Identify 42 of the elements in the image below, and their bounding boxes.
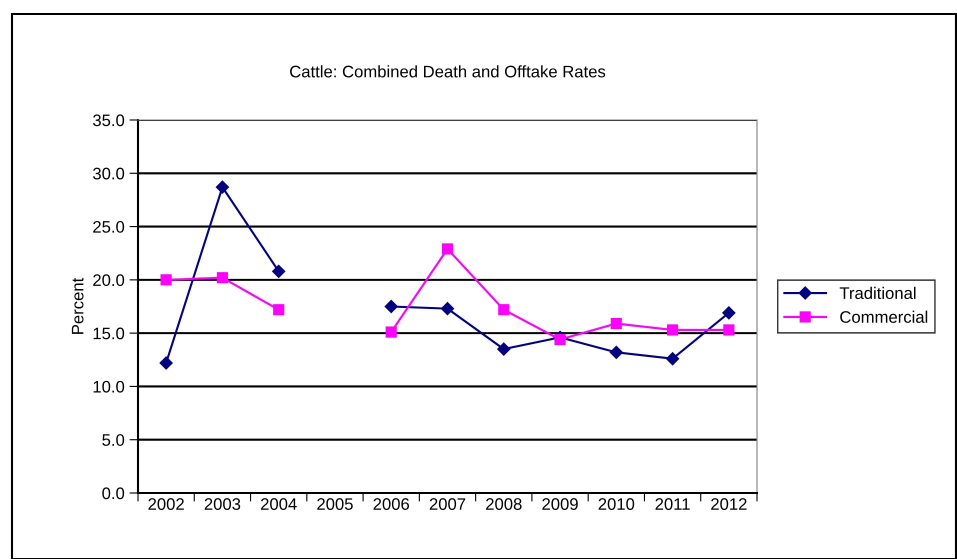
point — [554, 334, 566, 346]
x-tick-label: 2005 — [317, 498, 353, 510]
legend-label: Traditional — [840, 286, 916, 300]
y-tick-label: 0.0 — [102, 487, 124, 500]
x-tick-label: 2003 — [204, 498, 240, 510]
point — [667, 324, 678, 336]
point — [160, 274, 172, 286]
x-tick-label: 2007 — [430, 498, 466, 510]
point — [272, 264, 286, 278]
point — [442, 243, 454, 255]
point — [216, 180, 229, 194]
point — [273, 304, 284, 316]
point — [384, 300, 398, 314]
chart-title: Cattle: Combined Death and Offtake Rates — [290, 65, 606, 78]
point — [216, 272, 228, 284]
x-tick-label: 2008 — [486, 498, 522, 510]
y-tick-label: 35.0 — [93, 114, 124, 126]
y-axis-title: Percent — [72, 278, 84, 334]
point — [666, 352, 680, 366]
x-tick-label: 2002 — [148, 498, 184, 510]
x-tick-label: 2009 — [542, 498, 578, 510]
x-tick-label: 2011 — [656, 498, 690, 510]
point — [610, 346, 623, 359]
y-tick-label: 25.0 — [93, 220, 124, 233]
point — [723, 324, 734, 336]
x-tick-label: 2006 — [374, 498, 410, 510]
x-tick-label: 2004 — [260, 498, 297, 510]
point — [160, 356, 173, 370]
point — [386, 326, 397, 338]
y-tick-label: 15.0 — [94, 328, 124, 340]
x-tick-label: 2012 — [711, 498, 747, 510]
point — [497, 342, 510, 356]
point — [722, 306, 736, 320]
point — [610, 318, 622, 330]
point — [498, 304, 510, 316]
y-tick-label: 10.0 — [94, 380, 124, 393]
y-tick-label: 20.0 — [93, 274, 124, 286]
y-tick-label: 5.0 — [102, 434, 124, 446]
point — [440, 302, 454, 316]
legend-label: Commercial — [840, 310, 928, 323]
x-tick-label: 2010 — [598, 498, 634, 510]
y-tick-label: 30.0 — [93, 168, 124, 180]
